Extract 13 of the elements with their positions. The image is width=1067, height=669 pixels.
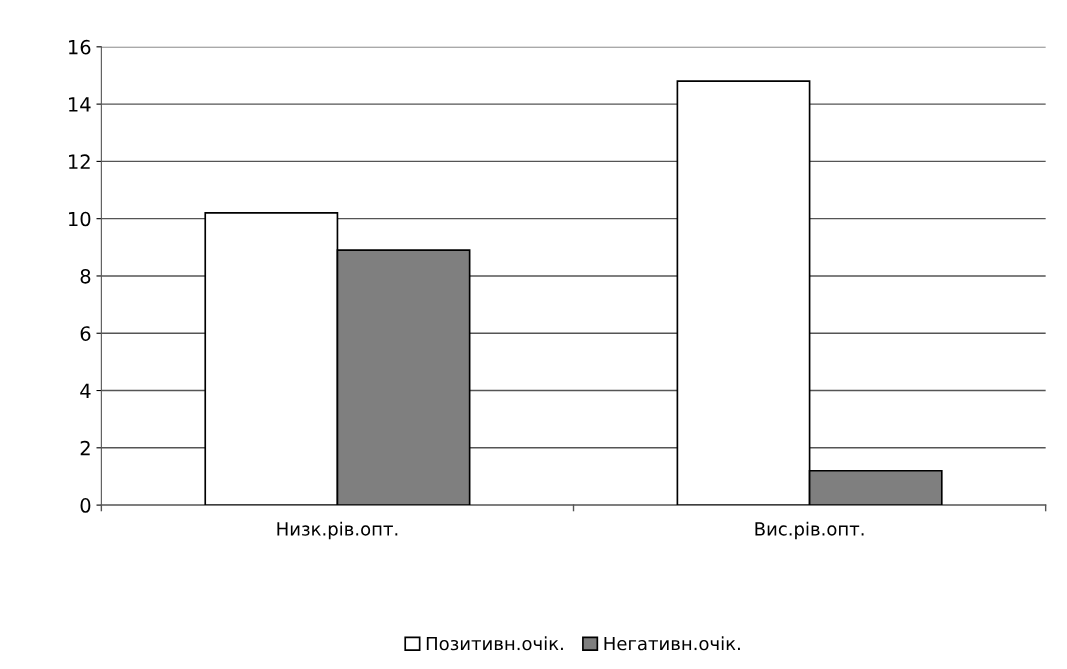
legend-label: Негативн.очік.: [604, 636, 740, 651]
y-tick-label: 4: [80, 383, 91, 398]
y-tick-label: 16: [69, 39, 91, 55]
legend-label: Позитивн.очік.: [426, 636, 563, 651]
x-tick-label: Низк.рів.опт.: [277, 521, 398, 540]
y-tick-label: 6: [80, 326, 91, 341]
y-tick-label: 0: [80, 498, 91, 513]
y-tick-label: 10: [69, 211, 91, 227]
y-tick-label: 2: [80, 440, 90, 456]
y-tick-label: 12: [69, 154, 90, 169]
x-tick-label: Вис.рів.опт.: [755, 521, 864, 540]
y-tick-label: 8: [80, 268, 91, 284]
y-tick-label: 14: [69, 97, 91, 112]
